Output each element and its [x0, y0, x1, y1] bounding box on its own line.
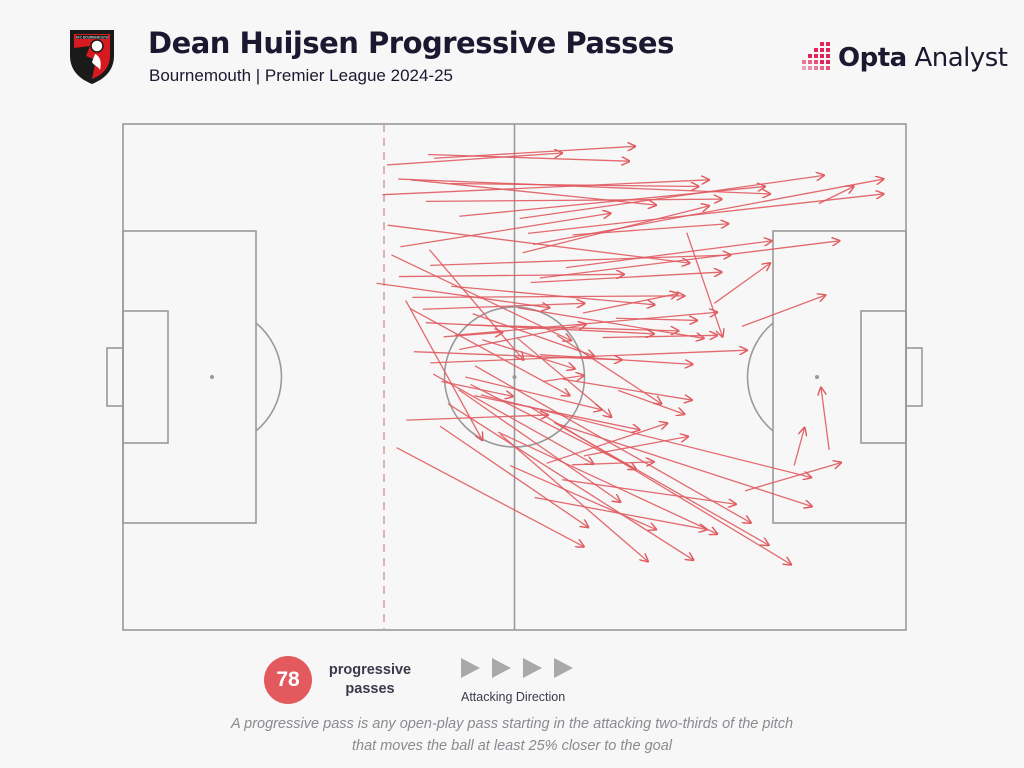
- pass-arrow-10: [519, 175, 824, 220]
- pass-arrow-70: [546, 423, 668, 464]
- pass-arrow-26: [422, 303, 585, 310]
- pass-arrow-71: [562, 479, 736, 505]
- pass-arrow-61: [439, 425, 588, 527]
- pass-arrow-55: [406, 415, 548, 421]
- pass-arrow-62: [396, 447, 584, 547]
- direction-arrow-icon: [554, 658, 573, 678]
- footnote-line-1: A progressive pass is any open-play pass…: [230, 716, 794, 732]
- pass-arrow-53: [818, 187, 854, 205]
- pass-arrow-33: [443, 332, 503, 338]
- footnote-line-2: that moves the ball at least 25% closer …: [352, 738, 672, 754]
- pass-arrow-68: [557, 423, 812, 507]
- pass-arrow-44: [542, 376, 584, 383]
- pass-arrow-22: [539, 241, 840, 279]
- pass-arrow-24: [376, 282, 550, 308]
- pass-arrow-54: [741, 295, 826, 328]
- direction-arrow-icon: [523, 658, 542, 678]
- pass-arrow-45: [516, 337, 612, 418]
- pass-arrow-75: [553, 421, 769, 545]
- pass-arrow-78: [821, 387, 830, 451]
- club-crest-logo: AFC BOURNEMOUTH: [70, 30, 114, 84]
- pass-arrow-29: [454, 312, 717, 336]
- left-penalty-area: [122, 230, 257, 524]
- brand-bold: Opta: [838, 43, 907, 73]
- pass-arrow-36: [459, 324, 586, 351]
- pass-arrow-59: [474, 365, 751, 523]
- pass-arrow-40: [539, 354, 693, 365]
- opta-analyst-logo: Opta Analyst: [798, 40, 1008, 76]
- pass-arrow-56: [432, 373, 593, 464]
- pass-arrow-13: [387, 224, 690, 263]
- pass-arrow-72: [534, 496, 707, 530]
- pass-arrow-32: [482, 339, 574, 369]
- brand-name: Opta Analyst: [838, 43, 1008, 73]
- pass-arrow-20: [530, 272, 722, 284]
- pass-count-label: progressive passes: [328, 662, 412, 697]
- direction-arrow-icon: [492, 658, 511, 678]
- left-goal: [106, 347, 124, 407]
- left-penalty-arc: [255, 322, 283, 432]
- pass-arrow-74: [583, 437, 688, 457]
- pass-arrow-58: [458, 389, 621, 502]
- pass-arrow-11: [533, 179, 883, 246]
- opta-logo-icon: [802, 42, 830, 70]
- pass-arrow-14: [400, 213, 610, 248]
- pass-arrow-7: [425, 199, 722, 201]
- pass-arrow-50: [582, 294, 678, 314]
- pass-arrow-41: [562, 378, 692, 400]
- pass-arrow-67: [497, 431, 717, 534]
- pass-arrow-16: [572, 224, 729, 236]
- pass-arrow-64: [509, 464, 656, 530]
- attacking-direction-label: Attacking Direction: [461, 690, 566, 704]
- pass-arrow-77: [793, 428, 804, 466]
- pass-arrow-48: [556, 334, 661, 403]
- left-six-yard-box: [122, 310, 169, 444]
- pass-arrow-69: [571, 462, 654, 465]
- pass-arrow-18: [430, 255, 731, 267]
- pass-arrow-1: [386, 153, 562, 166]
- pass-arrow-51: [713, 263, 770, 304]
- attacking-direction-arrows: [461, 658, 573, 678]
- brand-light: Analyst: [906, 43, 1008, 73]
- pass-arrow-57: [465, 376, 601, 410]
- pass-arrow-2: [427, 153, 629, 162]
- crest-text: AFC BOURNEMOUTH: [76, 35, 109, 39]
- pass-arrow-46: [518, 307, 704, 339]
- pass-arrow-47: [602, 335, 717, 337]
- pass-arrow-25: [412, 296, 684, 297]
- right-penalty-area: [772, 230, 907, 524]
- centre-spot: [512, 375, 517, 379]
- right-penalty-spot: [815, 375, 819, 379]
- footnote: A progressive pass is any open-play pass…: [0, 713, 1024, 757]
- pass-arrow-6: [382, 180, 710, 196]
- pass-arrow-15: [522, 206, 709, 254]
- pass-arrow-21: [565, 241, 772, 269]
- right-six-yard-box: [860, 310, 907, 444]
- left-penalty-spot: [210, 375, 214, 379]
- pass-arrow-65: [447, 403, 693, 560]
- pass-count-badge: 78: [264, 656, 312, 704]
- pass-arrow-34: [413, 351, 622, 360]
- right-penalty-arc: [746, 322, 774, 432]
- pass-arrow-4: [450, 184, 698, 187]
- pass-arrow-30: [466, 324, 679, 331]
- page-subtitle: Bournemouth | Premier League 2024-25: [149, 66, 453, 85]
- pass-arrow-76: [744, 463, 841, 492]
- pass-arrow-52: [686, 232, 723, 337]
- pass-arrow-3: [433, 146, 635, 159]
- pass-arrow-27: [428, 249, 523, 360]
- passes-layer: [376, 146, 884, 564]
- pass-arrow-63: [499, 433, 648, 561]
- direction-arrow-icon: [461, 658, 480, 678]
- pass-arrow-73: [617, 389, 684, 414]
- page-title: Dean Huijsen Progressive Passes: [148, 26, 674, 60]
- pass-arrow-39: [441, 380, 513, 396]
- pass-arrow-49: [615, 318, 697, 320]
- pass-arrow-60: [480, 394, 811, 478]
- pass-arrow-19: [451, 285, 655, 305]
- right-goal: [905, 347, 923, 407]
